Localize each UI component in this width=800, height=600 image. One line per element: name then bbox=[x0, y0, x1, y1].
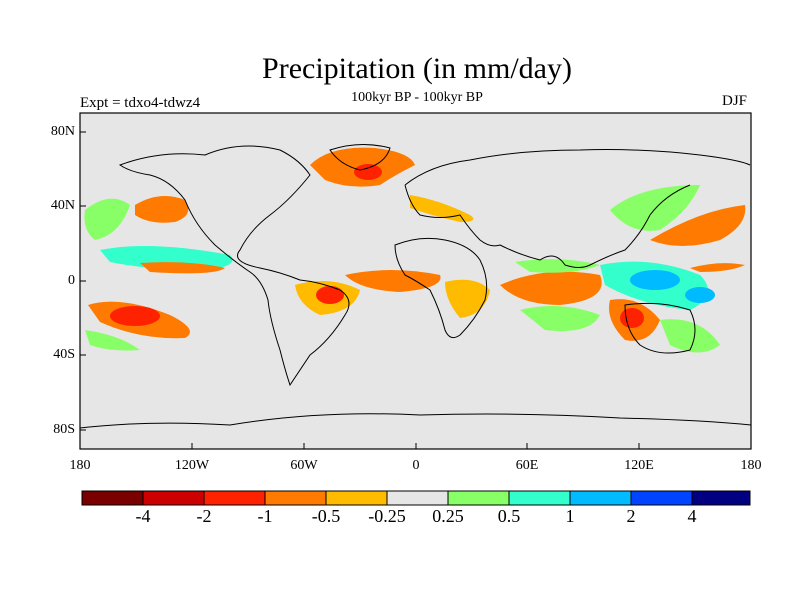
anomaly-w-pacific-green bbox=[660, 319, 720, 353]
anomaly-nw-pacific bbox=[650, 205, 746, 246]
anomaly-africa bbox=[445, 279, 490, 318]
colorbar-label-2: -1 bbox=[257, 506, 273, 526]
anomaly-s-pacific-green bbox=[85, 330, 140, 351]
colorbar-label-1: -2 bbox=[196, 506, 212, 526]
anomaly-n-pacific bbox=[135, 196, 189, 223]
lon-label-180e: 180 bbox=[740, 458, 762, 473]
coast-eurasia bbox=[404, 149, 751, 268]
colorbar-box-3 bbox=[264, 490, 327, 506]
anomaly-maritime-core-2 bbox=[685, 287, 715, 303]
colorbar-box-2 bbox=[203, 490, 266, 506]
anomaly-nw-pacific-2 bbox=[690, 263, 745, 272]
colorbar-box-1 bbox=[142, 490, 205, 506]
experiment-label: Expt = tdxo4-tdwz4 bbox=[80, 95, 201, 111]
chart-subtitle: 100kyr BP - 100kyr BP bbox=[351, 90, 483, 105]
anomaly-s-pacific-core bbox=[110, 306, 160, 326]
anomaly-fields bbox=[84, 147, 746, 353]
colorbar-label-3: -0.5 bbox=[311, 506, 341, 526]
anomaly-indian bbox=[500, 271, 602, 305]
colorbar-box-5 bbox=[386, 490, 449, 506]
colorbar-box-4 bbox=[325, 490, 388, 506]
colorbar-box-7 bbox=[508, 490, 571, 506]
colorbar-label-5: 0.25 bbox=[432, 506, 464, 526]
anomaly-australia-core bbox=[620, 308, 644, 328]
anomaly-itcz-pacific-2 bbox=[140, 262, 225, 274]
anomaly-indian-green bbox=[520, 306, 600, 331]
anomaly-east-asia-green bbox=[610, 185, 700, 231]
lat-label-0: 0 bbox=[68, 273, 75, 288]
colorbar-label-9: 4 bbox=[687, 506, 697, 526]
colorbar-box-8 bbox=[569, 490, 632, 506]
anomaly-pacific-green bbox=[84, 198, 130, 240]
lat-label-40n: 40N bbox=[50, 198, 75, 213]
chart-title: Precipitation (in mm/day) bbox=[262, 52, 572, 85]
coast-greenland bbox=[329, 144, 391, 171]
anomaly-maritime-core bbox=[630, 270, 680, 290]
colorbar-label-7: 1 bbox=[565, 506, 575, 526]
lon-label-180w: 180 bbox=[69, 458, 91, 473]
coast-antarctica bbox=[79, 413, 752, 429]
lon-label-60e: 60E bbox=[515, 458, 539, 473]
colorbar-label-8: 2 bbox=[626, 506, 636, 526]
colorbar-label-6: 0.5 bbox=[497, 506, 521, 526]
lat-label-80s: 80S bbox=[53, 422, 75, 437]
colorbar-label-4: -0.25 bbox=[368, 506, 406, 526]
anomaly-n-indian bbox=[515, 259, 600, 273]
lon-label-0: 0 bbox=[412, 458, 420, 473]
coastlines bbox=[79, 144, 752, 429]
anomaly-n-atlantic-core bbox=[354, 164, 382, 180]
colorbar-box-10 bbox=[691, 490, 751, 506]
season-label: DJF bbox=[722, 93, 748, 109]
colorbar-box-0 bbox=[81, 490, 144, 506]
axis-ticks bbox=[80, 131, 640, 449]
colorbar-box-6 bbox=[447, 490, 510, 506]
coast-north-america bbox=[118, 145, 350, 387]
coast-africa bbox=[394, 237, 488, 339]
anomaly-eq-atlantic bbox=[345, 270, 441, 292]
colorbar bbox=[81, 490, 751, 506]
lat-label-40s: 40S bbox=[53, 347, 75, 362]
colorbar-box-9 bbox=[630, 490, 693, 506]
lon-label-60w: 60W bbox=[290, 458, 318, 473]
lon-label-120w: 120W bbox=[174, 458, 210, 473]
lat-label-80n: 80N bbox=[50, 124, 75, 139]
colorbar-label-0: -4 bbox=[135, 506, 151, 526]
lon-label-120e: 120E bbox=[624, 458, 654, 473]
coast-australia bbox=[624, 302, 696, 354]
anomaly-s-america-core bbox=[316, 286, 344, 304]
